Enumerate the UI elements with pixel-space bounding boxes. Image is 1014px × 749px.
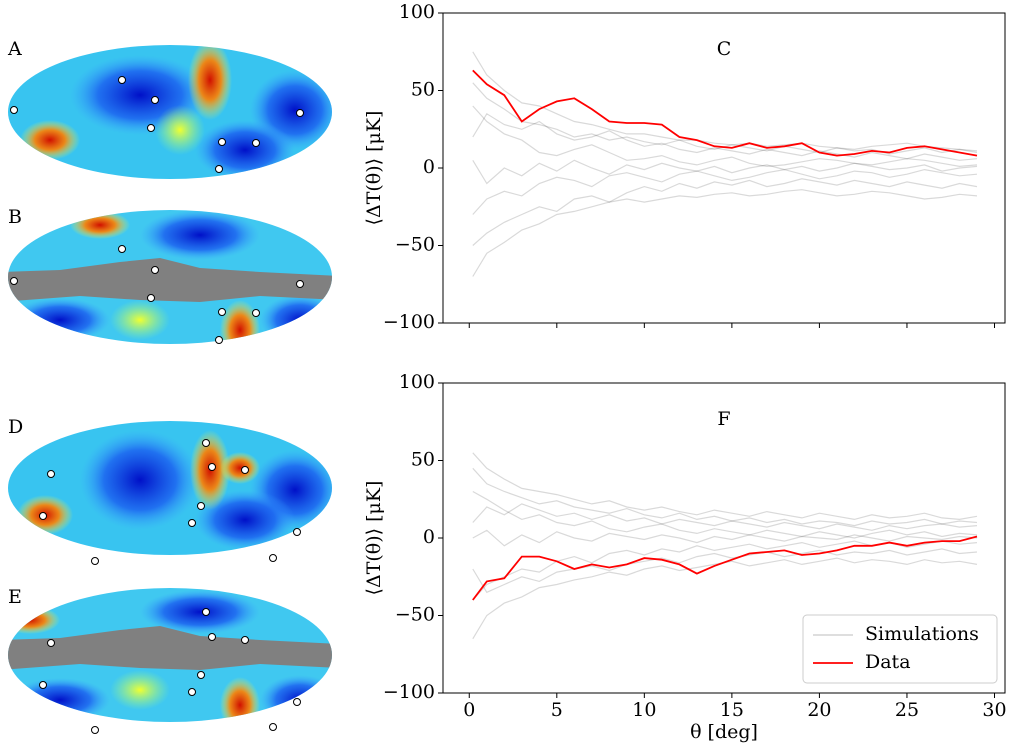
series-line (472, 51, 978, 154)
series-line (472, 503, 978, 531)
pointing-dots (10, 76, 304, 734)
sky-map (8, 45, 332, 179)
series-line (472, 112, 978, 161)
y-tick-label: 100 (399, 1, 435, 23)
series-line (472, 529, 978, 547)
y-axis-label: ⟨ΔT(θ)⟩ [μK] (363, 481, 385, 596)
y-tick-label: −50 (395, 234, 435, 256)
series-line (472, 467, 978, 527)
sky-map (8, 210, 332, 344)
y-tick-label: −100 (383, 311, 435, 333)
panel-title: F (717, 408, 730, 430)
x-tick-label: 25 (895, 699, 919, 721)
legend-label: Simulations (865, 623, 979, 645)
panel-title: C (717, 38, 732, 60)
series-line (472, 452, 978, 521)
sky-map (8, 588, 332, 722)
sky-map (8, 421, 332, 555)
x-tick-label: 0 (463, 699, 475, 721)
y-tick-label: 100 (399, 371, 435, 393)
y-tick-label: 50 (411, 449, 435, 471)
legend-box (802, 614, 998, 684)
panel-label: E (8, 586, 22, 608)
panel-label: A (7, 38, 22, 60)
y-tick-label: −50 (395, 604, 435, 626)
legend-label: Data (865, 651, 911, 673)
y-axis-label: ⟨ΔT(θ)⟩ [μK] (363, 111, 385, 226)
series-line (472, 178, 978, 246)
panel-label: D (8, 416, 23, 438)
series-line (472, 69, 978, 157)
y-tick-label: 0 (423, 526, 435, 548)
x-tick-label: 10 (632, 699, 656, 721)
series-line (472, 540, 978, 601)
series-line (472, 168, 978, 215)
series-line (472, 105, 978, 168)
x-axis-label: θ [deg] (690, 721, 758, 743)
series-line (472, 159, 978, 185)
series-line (472, 189, 978, 277)
x-tick-label: 30 (982, 699, 1006, 721)
y-tick-label: −100 (383, 681, 435, 703)
panel-label: B (8, 206, 22, 228)
x-tick-label: 20 (807, 699, 831, 721)
y-tick-label: 0 (423, 156, 435, 178)
series-line (472, 548, 978, 594)
series-line (472, 490, 978, 539)
series-line (472, 535, 978, 601)
y-tick-label: 50 (411, 79, 435, 101)
x-tick-label: 5 (551, 699, 563, 721)
x-tick-label: 15 (720, 699, 744, 721)
